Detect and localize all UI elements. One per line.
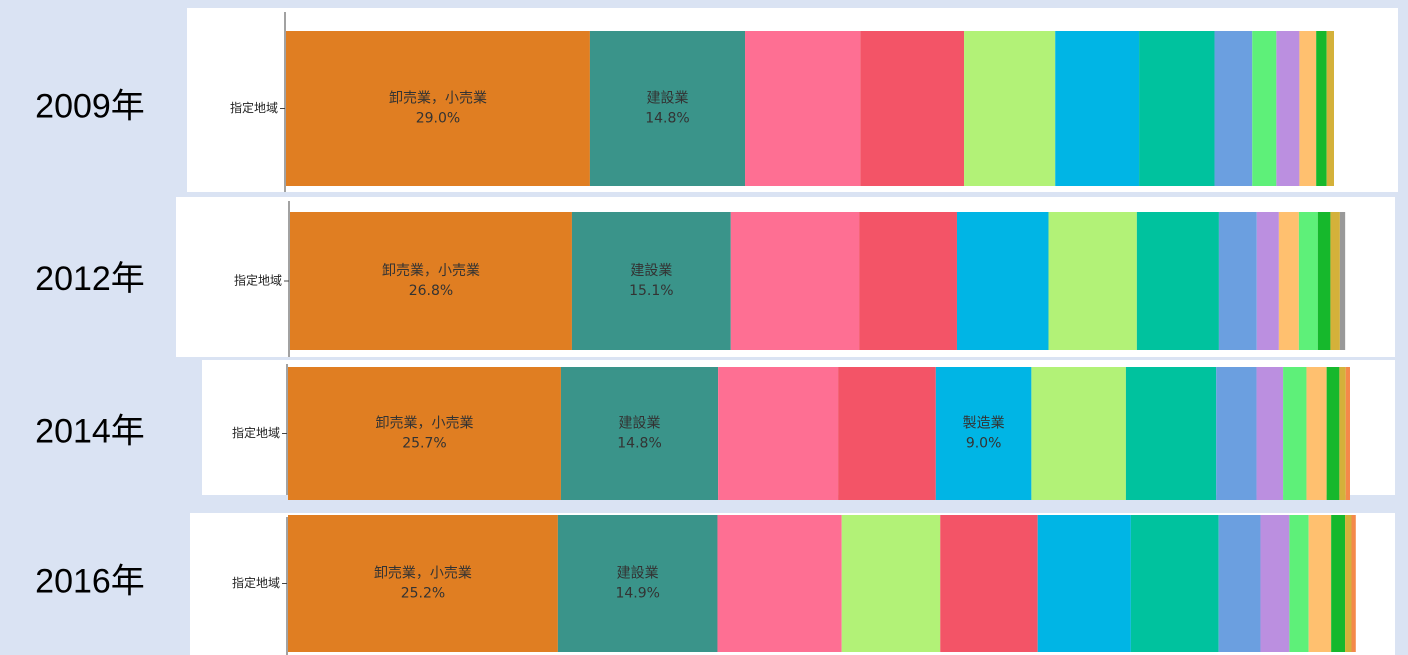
segment-value: 25.2% xyxy=(401,586,445,602)
bar-segment xyxy=(1298,212,1318,350)
segment-value: 14.8% xyxy=(617,436,661,452)
bar-segment xyxy=(290,212,572,350)
bar-segment xyxy=(745,31,861,186)
bar-segment xyxy=(1276,31,1300,186)
segment-name: 卸売業，小売業 xyxy=(374,566,472,582)
bar-segment xyxy=(1139,31,1215,186)
segment-value: 15.1% xyxy=(629,283,673,299)
bar-segment xyxy=(1256,212,1279,350)
segment-value: 9.0% xyxy=(966,436,1002,452)
bar-segment xyxy=(1218,515,1261,652)
bar-segment xyxy=(1252,31,1277,186)
bar-segment xyxy=(1351,515,1356,652)
segment-name: 建設業 xyxy=(630,263,672,279)
bar-segment xyxy=(589,31,746,186)
category-label: 指定地域 xyxy=(232,425,280,440)
segment-name: 卸売業，小売業 xyxy=(389,91,487,107)
bar-segment xyxy=(557,515,718,652)
segment-name: 製造業 xyxy=(963,416,1005,432)
bar-segment xyxy=(1218,212,1257,350)
bar-segment xyxy=(859,212,957,350)
bar-segment xyxy=(286,31,590,186)
segment-value: 29.0% xyxy=(416,111,460,127)
segment-name: 建設業 xyxy=(646,91,688,107)
bar-segment xyxy=(718,367,839,500)
bar-segment xyxy=(940,515,1038,652)
category-label: 指定地域 xyxy=(230,100,278,115)
segment-value: 25.7% xyxy=(402,436,446,452)
bar-segment xyxy=(1326,31,1334,186)
bar-segment xyxy=(935,367,1032,500)
bar-segment xyxy=(1216,367,1257,500)
bar-segment xyxy=(1299,31,1317,186)
bar-segment xyxy=(1345,515,1352,652)
bar-segment xyxy=(1130,515,1219,652)
row-title: 2014年 xyxy=(35,412,145,450)
bar-segment xyxy=(956,212,1049,350)
bar-segment xyxy=(1345,367,1350,500)
segment-name: 卸売業，小売業 xyxy=(382,263,480,279)
bar-segment xyxy=(1317,212,1331,350)
bar-segment xyxy=(1308,515,1332,652)
bar-segment xyxy=(860,31,965,186)
bar-segment xyxy=(571,212,731,350)
bar-segment xyxy=(964,31,1056,186)
bar-segment xyxy=(1289,515,1309,652)
bar-segment xyxy=(717,515,842,652)
bar-segment xyxy=(838,367,936,500)
bar-segment xyxy=(1326,367,1340,500)
segment-name: 建設業 xyxy=(617,566,659,582)
bar-segment xyxy=(560,367,719,500)
bar-segment xyxy=(1214,31,1253,186)
bar-segment xyxy=(1283,367,1307,500)
bar-segment xyxy=(1055,31,1140,186)
segment-name: 卸売業，小売業 xyxy=(375,416,473,432)
segment-value: 26.8% xyxy=(409,283,453,299)
bar-segment xyxy=(1037,515,1131,652)
bar-segment xyxy=(1316,31,1327,186)
segment-name: 建設業 xyxy=(619,416,661,432)
bar-segment xyxy=(1125,367,1217,500)
row-title: 2016年 xyxy=(35,562,145,600)
bar-segment xyxy=(1331,515,1346,652)
bar-segment xyxy=(1330,212,1340,350)
bar-segment xyxy=(730,212,860,350)
bar-segment xyxy=(1339,212,1346,350)
bar-segment xyxy=(1048,212,1137,350)
bar-segment xyxy=(288,515,558,652)
row-title: 2012年 xyxy=(35,260,145,298)
bar-segment xyxy=(1260,515,1290,652)
category-label: 指定地域 xyxy=(234,273,282,288)
segment-value: 14.8% xyxy=(645,111,689,127)
bar-segment xyxy=(841,515,941,652)
bar-segment xyxy=(1031,367,1126,500)
category-label: 指定地域 xyxy=(232,575,280,590)
row-title: 2009年 xyxy=(35,87,145,125)
bar-segment xyxy=(1278,212,1299,350)
bar-segment xyxy=(1306,367,1327,500)
bar-segment xyxy=(1136,212,1219,350)
bar-segment xyxy=(1256,367,1284,500)
segment-value: 14.9% xyxy=(615,586,659,602)
bar-segment xyxy=(288,367,561,500)
bar-segment xyxy=(1339,367,1346,500)
